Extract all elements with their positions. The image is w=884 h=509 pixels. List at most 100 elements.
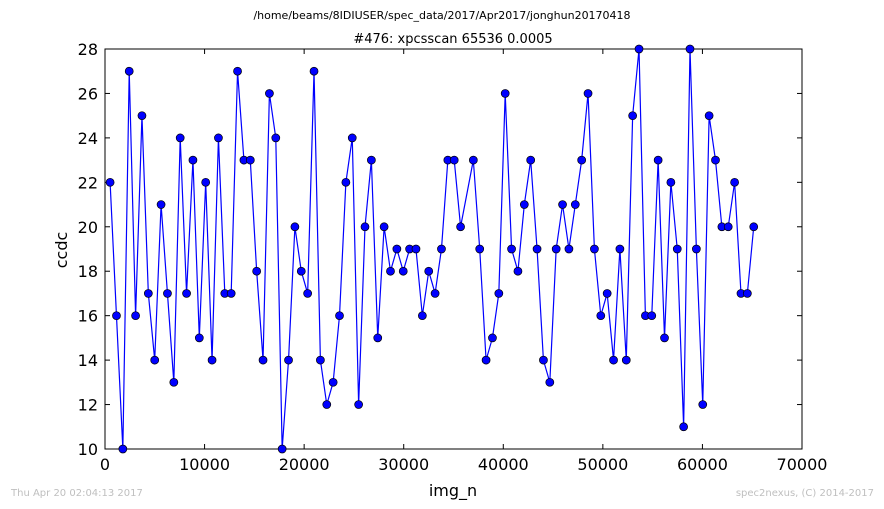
series-line bbox=[109, 48, 755, 450]
data-point bbox=[290, 222, 300, 232]
data-point bbox=[513, 266, 523, 276]
data-point bbox=[143, 289, 153, 298]
x-tick-label: 10000 bbox=[179, 455, 230, 474]
x-tick-label: 20000 bbox=[279, 455, 330, 474]
data-point bbox=[392, 244, 402, 254]
data-point bbox=[347, 133, 357, 143]
data-point bbox=[265, 89, 274, 98]
data-point bbox=[373, 333, 383, 343]
data-point bbox=[424, 266, 434, 276]
data-point bbox=[526, 155, 536, 165]
y-tick-label: 18 bbox=[78, 262, 98, 281]
data-point bbox=[156, 200, 166, 209]
footer-timestamp: Thu Apr 20 02:04:13 2017 bbox=[11, 488, 143, 499]
data-point bbox=[634, 44, 644, 54]
data-point bbox=[284, 355, 293, 365]
data-point bbox=[105, 177, 115, 187]
data-point bbox=[666, 177, 676, 187]
data-point bbox=[296, 266, 306, 276]
x-tick-label: 50000 bbox=[577, 455, 628, 474]
data-point bbox=[188, 155, 198, 165]
data-point bbox=[577, 155, 587, 165]
chart-title: #476: xpcsscan 65536 0.0005 bbox=[353, 32, 552, 47]
data-point bbox=[386, 266, 395, 276]
y-tick-label: 22 bbox=[78, 173, 98, 192]
data-point bbox=[500, 89, 510, 98]
data-point bbox=[488, 333, 497, 343]
data-point bbox=[233, 66, 242, 76]
data-point bbox=[169, 377, 179, 387]
data-point bbox=[545, 377, 555, 387]
data-point bbox=[456, 222, 465, 232]
data-point bbox=[309, 66, 319, 76]
data-point bbox=[360, 222, 370, 232]
data-point bbox=[609, 355, 618, 365]
y-tick-label: 12 bbox=[78, 396, 98, 415]
data-point bbox=[131, 311, 140, 321]
data-point bbox=[698, 400, 708, 409]
data-point bbox=[507, 244, 516, 254]
data-point bbox=[494, 289, 504, 298]
data-point bbox=[692, 244, 701, 254]
data-point bbox=[743, 289, 752, 298]
data-point bbox=[558, 200, 567, 209]
data-point bbox=[118, 444, 128, 454]
data-point bbox=[258, 355, 268, 365]
data-point bbox=[124, 66, 134, 76]
data-point bbox=[112, 311, 121, 321]
footer-credit: spec2nexus, (C) 2014-2017 bbox=[735, 488, 874, 499]
data-point bbox=[150, 355, 160, 365]
data-point bbox=[583, 89, 593, 98]
data-point bbox=[653, 155, 663, 165]
data-point bbox=[679, 422, 688, 432]
data-point bbox=[341, 177, 351, 187]
data-point bbox=[194, 333, 204, 343]
data-point bbox=[615, 244, 625, 254]
y-tick-label: 24 bbox=[78, 129, 98, 148]
y-tick-label: 20 bbox=[78, 218, 98, 237]
data-point bbox=[277, 444, 287, 454]
data-point bbox=[539, 355, 548, 365]
data-point bbox=[481, 355, 491, 365]
data-point bbox=[723, 222, 733, 232]
data-point bbox=[245, 155, 255, 165]
data-point bbox=[749, 222, 759, 232]
y-tick-label: 14 bbox=[78, 351, 98, 370]
data-point bbox=[367, 155, 376, 165]
data-point bbox=[704, 111, 714, 121]
data-point bbox=[418, 311, 427, 321]
data-point bbox=[590, 244, 599, 254]
y-tick-label: 10 bbox=[78, 440, 98, 459]
file-path-header: /home/beams/8IDIUSER/spec_data/2017/Apr2… bbox=[253, 9, 630, 22]
y-tick-label: 16 bbox=[78, 307, 98, 326]
data-point bbox=[201, 177, 211, 187]
data-point bbox=[398, 266, 408, 276]
data-point bbox=[316, 355, 325, 365]
data-point bbox=[379, 222, 389, 232]
data-point bbox=[226, 289, 236, 298]
data-point bbox=[519, 200, 529, 209]
data-point bbox=[303, 289, 312, 298]
y-tick-label: 26 bbox=[78, 84, 98, 103]
y-tick-label: 28 bbox=[78, 40, 98, 59]
data-point bbox=[214, 133, 223, 143]
data-point bbox=[328, 377, 338, 387]
data-point bbox=[163, 289, 172, 298]
data-point bbox=[672, 244, 682, 254]
data-point bbox=[730, 177, 739, 187]
data-point bbox=[354, 400, 363, 409]
data-point bbox=[570, 200, 580, 209]
data-point bbox=[602, 289, 612, 298]
data-point bbox=[647, 311, 657, 321]
data-point bbox=[532, 244, 542, 254]
data-point bbox=[207, 355, 217, 365]
data-point bbox=[182, 289, 191, 298]
data-point bbox=[430, 289, 440, 298]
data-point bbox=[711, 155, 720, 165]
data-point bbox=[449, 155, 459, 165]
x-axis-label: img_n bbox=[429, 481, 477, 501]
data-point bbox=[564, 244, 574, 254]
x-tick-label: 60000 bbox=[677, 455, 728, 474]
data-point bbox=[475, 244, 485, 254]
